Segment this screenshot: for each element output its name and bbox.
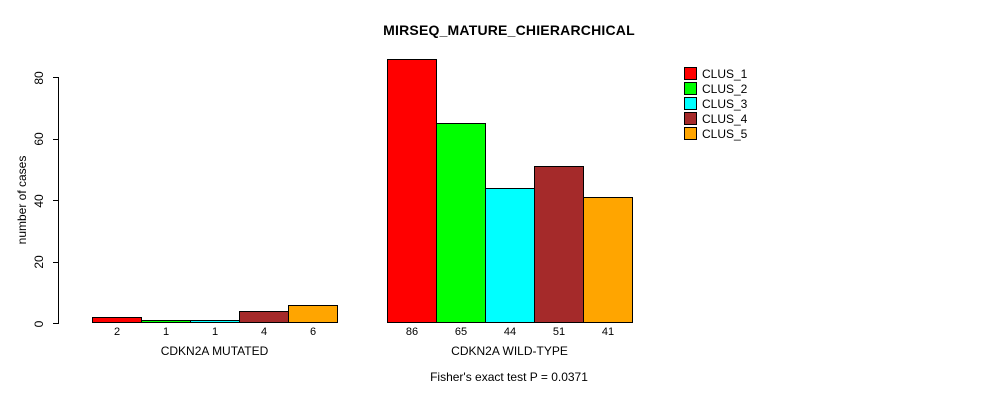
bar-value-label: 65 <box>454 326 468 338</box>
bar-value-label: 51 <box>552 326 566 338</box>
bar-clus_3-group2 <box>485 188 535 323</box>
y-tick-label: 40 <box>32 193 46 208</box>
bar-value-label: 2 <box>113 326 121 338</box>
bar-clus_3-group1 <box>190 320 240 323</box>
group-label-2: CDKN2A WILD-TYPE <box>451 344 568 358</box>
legend-label: CLUS_1 <box>702 66 748 81</box>
bar-value-label: 6 <box>309 326 317 338</box>
bar-clus_1-group1 <box>92 317 142 323</box>
bar-value-label: 1 <box>162 326 170 338</box>
y-tick-mark <box>53 261 58 263</box>
bar-clus_5-group1 <box>288 305 338 323</box>
y-axis-line <box>58 77 59 324</box>
y-axis-title: number of cases <box>15 155 29 245</box>
legend-row-clus_4: CLUS_4 <box>684 111 747 126</box>
legend-swatch-clus_2 <box>684 82 697 95</box>
y-tick-label: 0 <box>32 320 46 327</box>
y-tick-mark <box>53 200 58 201</box>
bar-clus_4-group2 <box>534 166 584 323</box>
bar-clus_5-group2 <box>583 197 633 323</box>
bar-value-label: 1 <box>211 326 219 338</box>
legend-row-clus_3: CLUS_3 <box>684 96 747 111</box>
legend-swatch-clus_3 <box>684 97 697 110</box>
legend-swatch-clus_1 <box>684 67 697 80</box>
group-label-1: CDKN2A MUTATED <box>160 344 269 358</box>
y-tick-mark <box>53 77 58 78</box>
legend-row-clus_2: CLUS_2 <box>684 81 747 96</box>
legend-label: CLUS_3 <box>702 96 748 111</box>
chart-title: MIRSEQ_MATURE_CHIERARCHICAL <box>383 22 635 38</box>
y-tick-label: 60 <box>32 132 46 146</box>
legend-label: CLUS_4 <box>702 111 748 126</box>
bar-clus_2-group2 <box>436 123 486 323</box>
bar-clus_1-group2 <box>387 59 437 323</box>
y-tick-label: 20 <box>32 255 46 269</box>
y-tick-label: 80 <box>32 70 46 85</box>
y-tick-mark <box>53 138 58 140</box>
legend-swatch-clus_5 <box>684 127 697 140</box>
legend-row-clus_1: CLUS_1 <box>684 66 747 81</box>
bar-value-label: 86 <box>405 326 419 338</box>
legend-row-clus_5: CLUS_5 <box>684 126 747 141</box>
bar-clus_4-group1 <box>239 311 289 323</box>
legend: CLUS_1 CLUS_2 CLUS_3 CLUS_4 CLUS_5 <box>684 66 747 141</box>
bar-value-label: 44 <box>503 326 517 338</box>
legend-swatch-clus_4 <box>684 112 697 125</box>
y-tick-mark <box>53 323 58 324</box>
legend-label: CLUS_2 <box>702 81 748 96</box>
bar-value-label: 41 <box>601 326 615 338</box>
fisher-test-annotation: Fisher's exact test P = 0.0371 <box>430 370 588 384</box>
legend-label: CLUS_5 <box>702 126 748 141</box>
bar-clus_2-group1 <box>141 320 191 323</box>
bar-value-label: 4 <box>260 326 268 338</box>
